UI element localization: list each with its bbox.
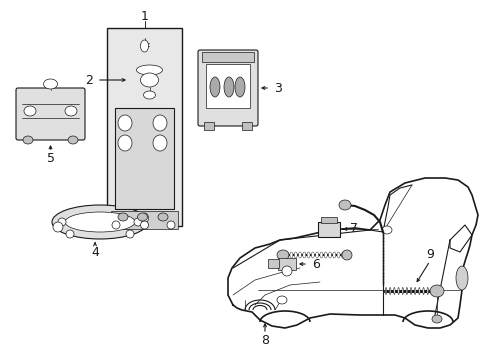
Ellipse shape: [118, 135, 132, 151]
Ellipse shape: [315, 252, 318, 258]
Ellipse shape: [118, 115, 132, 131]
Ellipse shape: [311, 252, 314, 258]
Ellipse shape: [53, 222, 63, 232]
Ellipse shape: [397, 288, 399, 294]
Ellipse shape: [23, 136, 33, 144]
Ellipse shape: [68, 136, 78, 144]
Bar: [111, 211, 178, 229]
Ellipse shape: [388, 288, 390, 294]
Ellipse shape: [385, 288, 386, 294]
Ellipse shape: [414, 288, 415, 294]
Bar: [317, 222, 339, 237]
Bar: [107, 28, 182, 226]
Text: 8: 8: [261, 333, 268, 346]
Ellipse shape: [65, 212, 135, 232]
Ellipse shape: [324, 252, 326, 258]
Ellipse shape: [153, 135, 167, 151]
Ellipse shape: [406, 288, 407, 294]
Ellipse shape: [332, 252, 335, 258]
Ellipse shape: [298, 252, 301, 258]
Ellipse shape: [158, 213, 168, 221]
Ellipse shape: [153, 115, 167, 131]
Ellipse shape: [431, 315, 441, 323]
Bar: [320, 217, 336, 223]
Ellipse shape: [276, 296, 286, 304]
Text: 2: 2: [85, 73, 93, 86]
Ellipse shape: [143, 91, 155, 99]
Ellipse shape: [429, 285, 443, 297]
Ellipse shape: [126, 230, 134, 238]
Text: 7: 7: [349, 222, 357, 235]
FancyBboxPatch shape: [198, 50, 258, 126]
Bar: [205, 64, 249, 108]
Ellipse shape: [112, 221, 120, 229]
Ellipse shape: [209, 77, 220, 97]
Ellipse shape: [426, 288, 427, 294]
Ellipse shape: [409, 288, 411, 294]
Ellipse shape: [341, 250, 351, 260]
Polygon shape: [227, 178, 477, 328]
Ellipse shape: [289, 252, 292, 258]
Text: 4: 4: [91, 246, 99, 258]
Ellipse shape: [167, 221, 175, 229]
Ellipse shape: [282, 266, 291, 276]
Ellipse shape: [136, 65, 162, 75]
Bar: [203, 122, 214, 130]
FancyBboxPatch shape: [16, 88, 85, 140]
Ellipse shape: [235, 77, 244, 97]
Ellipse shape: [137, 213, 147, 221]
Ellipse shape: [319, 252, 322, 258]
Ellipse shape: [328, 252, 331, 258]
Ellipse shape: [58, 218, 66, 226]
Bar: [242, 122, 251, 130]
Ellipse shape: [381, 226, 391, 234]
Ellipse shape: [393, 288, 394, 294]
Ellipse shape: [276, 250, 288, 260]
Text: 9: 9: [425, 248, 433, 261]
Ellipse shape: [285, 252, 288, 258]
Bar: [267, 259, 279, 268]
Ellipse shape: [341, 252, 344, 258]
Ellipse shape: [224, 77, 234, 97]
Text: 6: 6: [311, 257, 319, 270]
Ellipse shape: [65, 106, 77, 116]
Bar: [115, 108, 174, 209]
Ellipse shape: [302, 252, 305, 258]
Ellipse shape: [294, 252, 297, 258]
Ellipse shape: [401, 288, 403, 294]
Text: 1: 1: [140, 9, 148, 22]
Bar: [202, 52, 253, 62]
Ellipse shape: [140, 40, 148, 52]
Text: 3: 3: [273, 81, 282, 94]
Ellipse shape: [134, 218, 142, 226]
Ellipse shape: [418, 288, 419, 294]
Ellipse shape: [118, 213, 128, 221]
Ellipse shape: [140, 73, 158, 87]
Ellipse shape: [336, 252, 339, 258]
Ellipse shape: [24, 106, 36, 116]
Ellipse shape: [140, 221, 148, 229]
Ellipse shape: [338, 200, 350, 210]
Ellipse shape: [43, 79, 58, 89]
Ellipse shape: [66, 230, 74, 238]
Ellipse shape: [140, 213, 148, 223]
Ellipse shape: [306, 252, 309, 258]
Ellipse shape: [52, 205, 148, 239]
Ellipse shape: [430, 288, 432, 294]
Bar: [278, 258, 295, 270]
Text: 5: 5: [46, 152, 54, 165]
Ellipse shape: [422, 288, 424, 294]
Ellipse shape: [455, 266, 467, 290]
